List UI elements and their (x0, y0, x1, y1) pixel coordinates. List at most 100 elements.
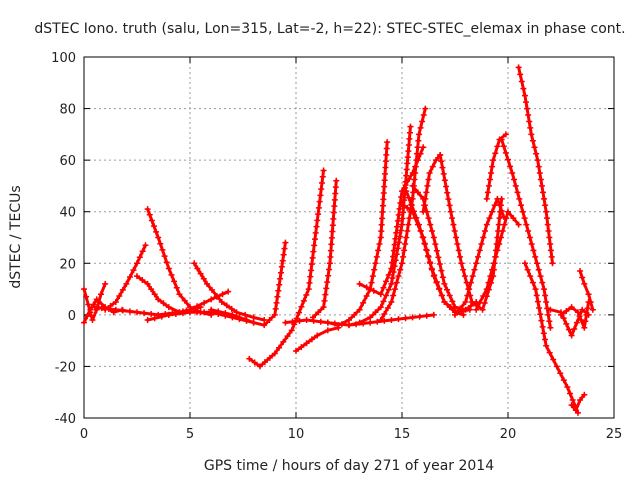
data-point (509, 170, 516, 177)
data-point (380, 298, 387, 305)
data-point (483, 221, 490, 228)
data-point (536, 304, 543, 311)
data-point (139, 248, 146, 255)
data-point (587, 298, 594, 305)
data-point (548, 253, 555, 260)
data-point (411, 176, 418, 183)
data-point (543, 298, 550, 305)
data-point (407, 123, 414, 130)
data-point (484, 189, 491, 196)
data-point (565, 326, 572, 333)
data-point (538, 317, 545, 324)
data-point (439, 274, 446, 281)
data-point (218, 298, 225, 305)
data-point (277, 275, 284, 282)
series-trace (570, 393, 586, 412)
data-point (496, 215, 503, 222)
data-point (367, 319, 374, 326)
data-point (549, 260, 556, 267)
data-point (543, 215, 550, 222)
data-point (585, 291, 592, 298)
data-point (534, 298, 541, 305)
data-point (280, 338, 287, 345)
data-point (410, 208, 417, 215)
data-point (533, 150, 540, 157)
data-point (91, 304, 98, 311)
data-point (393, 229, 400, 236)
data-point (409, 314, 416, 321)
data-point (310, 248, 317, 255)
data-point (511, 176, 518, 183)
data-point (272, 305, 279, 312)
data-point (441, 280, 448, 287)
data-point (353, 321, 360, 328)
data-point (535, 266, 542, 273)
data-point (521, 92, 528, 99)
data-point (394, 217, 401, 224)
data-point (490, 260, 497, 267)
data-point (360, 299, 367, 306)
series-trace (283, 313, 436, 327)
data-point (489, 163, 496, 170)
data-point (426, 170, 433, 177)
data-point (194, 309, 201, 316)
data-point (558, 311, 564, 318)
data-point (326, 266, 333, 273)
data-point (433, 247, 440, 254)
data-point (435, 254, 442, 261)
data-point (480, 292, 487, 299)
data-point (194, 265, 201, 272)
data-point (208, 296, 215, 303)
data-point (519, 208, 526, 215)
y-tick-label: -40 (55, 412, 76, 427)
data-point (431, 272, 438, 279)
data-point (159, 246, 166, 253)
data-point (515, 221, 522, 228)
x-tick-label: 10 (288, 427, 305, 442)
data-point (251, 359, 258, 366)
data-point (557, 370, 564, 377)
data-point (583, 311, 590, 318)
data-point (568, 304, 575, 311)
data-point (520, 85, 527, 92)
data-point (438, 292, 445, 299)
data-point (438, 158, 445, 165)
data-point (381, 317, 388, 324)
data-point (412, 163, 419, 170)
data-point (243, 317, 250, 324)
data-point (320, 304, 327, 311)
data-point (518, 202, 525, 209)
data-point (356, 306, 363, 313)
data-point (427, 221, 434, 228)
data-point (425, 252, 432, 259)
data-point (123, 280, 130, 287)
data-point (85, 301, 92, 308)
data-point (317, 318, 324, 325)
x-tick-label: 20 (500, 427, 517, 442)
data-point (441, 177, 448, 184)
data-point (346, 322, 352, 329)
data-point (173, 284, 180, 291)
data-point (329, 222, 336, 229)
data-point (377, 234, 384, 241)
data-point (406, 135, 413, 142)
data-point (414, 189, 421, 196)
data-point (250, 314, 257, 321)
y-tick-label: 40 (59, 206, 76, 221)
data-point (579, 306, 586, 313)
data-point (289, 318, 296, 325)
data-point (479, 306, 486, 313)
chart-title: dSTEC Iono. truth (salu, Lon=315, Lat=-2… (34, 21, 625, 37)
data-point (399, 215, 406, 222)
data-point (414, 144, 421, 151)
data-point (544, 305, 551, 312)
data-point (242, 311, 249, 318)
data-point (505, 208, 511, 215)
data-point (473, 306, 480, 313)
data-point (422, 195, 429, 202)
data-point (439, 164, 446, 171)
data-point (98, 304, 105, 311)
data-point (573, 319, 580, 326)
data-point (449, 215, 456, 222)
data-point (560, 315, 567, 322)
